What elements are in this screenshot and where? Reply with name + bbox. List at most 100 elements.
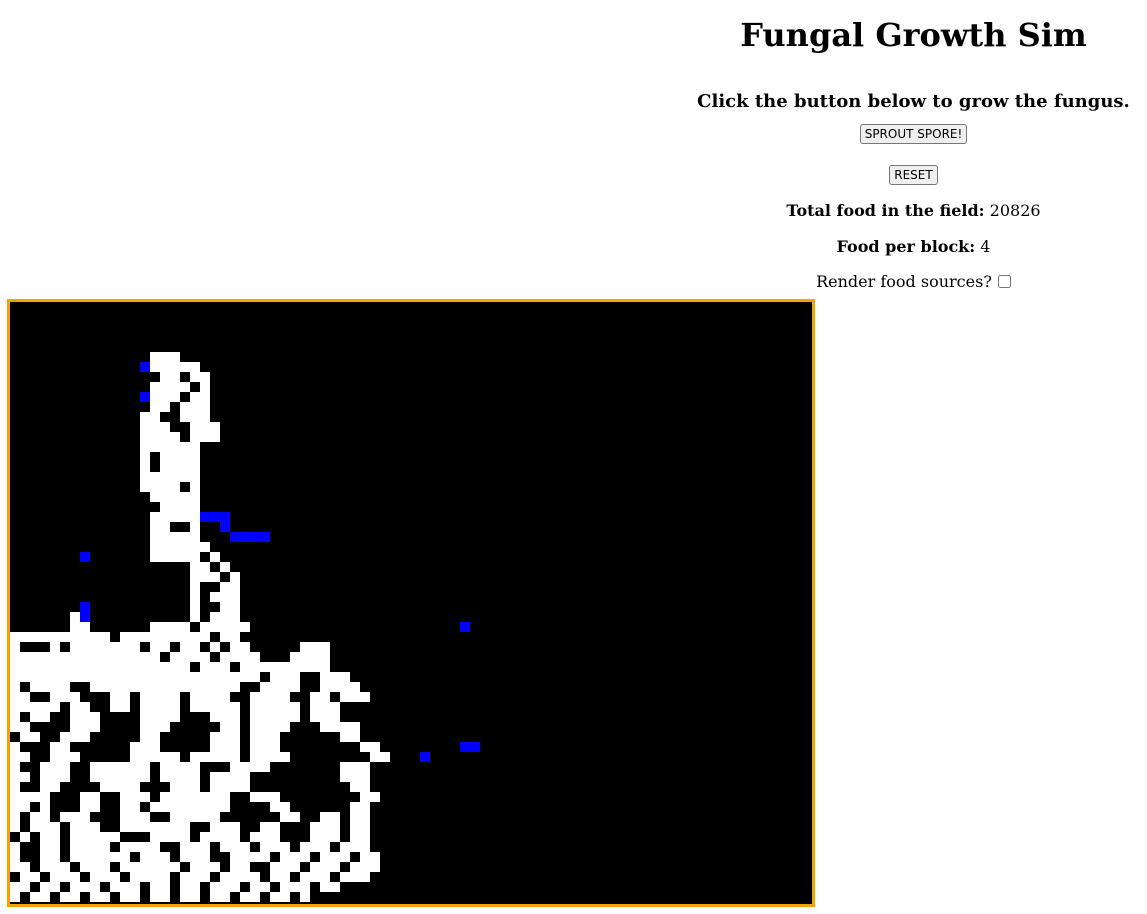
fungus-cell <box>120 802 140 812</box>
fungus-cell <box>70 612 80 622</box>
fungus-cell <box>250 792 280 802</box>
fungus-cell <box>10 682 20 692</box>
fungus-cell <box>300 892 310 902</box>
fungus-cell <box>40 882 60 892</box>
hypha-tip-cell <box>420 752 430 762</box>
fungus-cell <box>150 832 190 842</box>
instructions-text: Click the button below to grow the fungu… <box>697 91 1130 112</box>
fungus-cell <box>110 882 140 892</box>
fungus-cell <box>90 892 110 902</box>
fungus-cell <box>10 632 110 642</box>
fungus-cell <box>190 612 200 622</box>
fungus-cell <box>20 832 30 842</box>
fungus-cell <box>40 772 70 782</box>
fungus-cell <box>10 762 20 772</box>
fungus-cell <box>110 692 130 702</box>
hypha-tip-cell <box>140 392 150 402</box>
fungus-cell <box>170 652 210 662</box>
hypha-tip-cell <box>80 602 90 612</box>
fungus-cell <box>310 822 340 832</box>
fungus-cell <box>220 582 240 592</box>
fungus-cell <box>190 862 220 872</box>
fungus-cell <box>340 732 360 742</box>
reset-button[interactable]: RESET <box>889 165 938 185</box>
fungus-cell <box>210 712 240 722</box>
fungus-cell <box>180 412 210 422</box>
fungus-cell <box>30 812 50 822</box>
fungus-cell <box>260 682 300 692</box>
fungus-cell <box>70 722 100 732</box>
hypha-tip-cell <box>470 742 480 752</box>
fungus-cell <box>120 632 210 642</box>
hypha-tip-cell <box>220 522 230 532</box>
fungus-cell <box>150 622 190 632</box>
fungus-cell <box>40 832 60 842</box>
fungus-cell <box>140 462 150 472</box>
fungus-cell <box>80 792 100 802</box>
fungus-cell <box>70 852 130 862</box>
fungus-cell <box>140 422 170 432</box>
fungus-cell <box>10 862 30 872</box>
fungus-cell <box>140 432 180 442</box>
fungus-cell <box>120 862 180 872</box>
fungus-cell <box>170 782 200 792</box>
fungus-cell <box>310 832 340 842</box>
fungus-cell <box>190 562 210 572</box>
fungus-cell <box>150 802 230 812</box>
fungus-cell <box>120 892 140 902</box>
fungus-cell <box>190 592 200 602</box>
fungus-cell <box>10 662 190 672</box>
fungus-cell <box>50 872 80 882</box>
fungus-cell <box>210 822 240 832</box>
fungus-cell <box>320 682 360 692</box>
fungus-cell <box>350 802 370 812</box>
growth-field[interactable] <box>7 299 815 907</box>
fungus-cell <box>280 812 300 822</box>
fungus-cell <box>40 782 60 792</box>
fungus-cell <box>310 692 330 702</box>
fungus-cell <box>150 532 200 542</box>
fungus-cell <box>190 372 210 382</box>
total-food-value: 20826 <box>989 201 1041 220</box>
fungus-cell <box>150 352 180 362</box>
fungus-cell <box>10 842 20 852</box>
fungus-cell <box>10 802 30 812</box>
fungus-cell <box>190 432 220 442</box>
render-food-checkbox[interactable] <box>997 275 1011 288</box>
fungus-cell <box>260 842 290 852</box>
fungus-cell <box>270 872 290 882</box>
fungus-cell <box>140 702 180 712</box>
fungus-cell <box>210 732 240 742</box>
fungus-cell <box>140 852 170 862</box>
fungus-cell <box>150 392 180 402</box>
fungus-cell <box>70 642 140 652</box>
fungus-cell <box>360 792 380 802</box>
fungus-cell <box>160 502 200 512</box>
fungus-cell <box>230 642 250 652</box>
fungus-cell <box>30 682 70 692</box>
fungus-cell <box>10 782 20 792</box>
sprout-row: SPROUT SPORE! <box>680 123 1147 144</box>
field-background <box>10 302 812 904</box>
fungus-cell <box>180 642 200 652</box>
fungus-cell <box>250 732 280 742</box>
sprout-spore-button[interactable]: SPROUT SPORE! <box>859 124 968 144</box>
fungus-cell <box>230 622 250 632</box>
fungus-cell <box>150 522 170 532</box>
hypha-tip-cell <box>250 532 260 542</box>
fungus-cell <box>80 862 110 872</box>
fungus-cell <box>300 842 330 852</box>
fungus-cell <box>90 682 240 692</box>
fungus-cell <box>310 862 340 872</box>
fungus-cell <box>340 772 370 782</box>
fungus-cell <box>320 852 350 862</box>
fungus-cell <box>90 762 150 772</box>
growth-field-canvas[interactable] <box>10 302 812 904</box>
fungus-cell <box>250 722 290 732</box>
fungus-cell <box>140 732 160 742</box>
fungus-cell <box>210 612 240 622</box>
fungus-cell <box>350 822 370 832</box>
fungus-cell <box>10 722 30 732</box>
fungus-cell <box>320 722 360 732</box>
fungus-cell <box>10 742 20 752</box>
